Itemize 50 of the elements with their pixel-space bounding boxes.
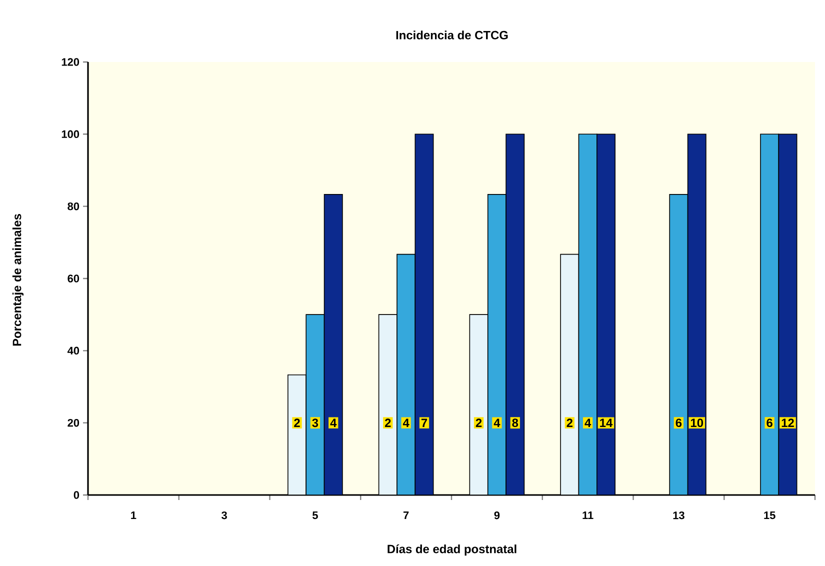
x-axis-title: Días de edad postnatal: [388, 544, 516, 556]
annotation: 2: [384, 418, 391, 428]
annotation: 8: [512, 418, 518, 428]
annotation: 6: [766, 418, 772, 428]
y-tick-label: 120: [62, 58, 80, 66]
bar: [760, 134, 780, 495]
annotation: 12: [782, 418, 794, 428]
bar: [288, 374, 306, 495]
y-tick-label: 20: [68, 418, 80, 427]
x-tick-label: 5: [312, 511, 318, 520]
x-tick-label: 1: [131, 511, 136, 520]
bar: [596, 134, 616, 495]
bar: [324, 194, 343, 495]
annotation: 6: [676, 418, 682, 428]
x-tick-label: 13: [673, 511, 684, 520]
bar: [578, 134, 598, 495]
bar: [669, 194, 688, 495]
annotation: 2: [476, 418, 482, 428]
y-tick-label: 100: [62, 130, 80, 138]
annotation: 4: [584, 418, 592, 427]
annotation: 4: [402, 418, 410, 427]
y-tick-label: 80: [68, 202, 80, 210]
bar: [378, 314, 398, 495]
x-tick-label: 7: [403, 511, 409, 520]
x-tick-label: 11: [582, 511, 594, 520]
y-tick-label: 60: [68, 274, 80, 282]
bar: [560, 254, 580, 495]
annotation: 2: [566, 418, 572, 428]
annotation: 4: [330, 418, 337, 427]
bar: [778, 134, 798, 495]
bar: [306, 314, 325, 495]
bar: [687, 134, 706, 495]
x-tick-label: 15: [764, 511, 776, 520]
y-tick-label: 0: [74, 491, 80, 499]
annotation: 7: [421, 418, 428, 427]
annotation: 2: [294, 418, 300, 428]
annotation: 3: [312, 418, 318, 428]
chart-title: Incidencia de CTCG: [396, 30, 508, 40]
bar: [396, 254, 416, 495]
bar: [506, 134, 525, 495]
bar: [414, 134, 434, 495]
annotation: 4: [494, 418, 500, 427]
x-tick-label: 9: [494, 511, 500, 520]
annotation: 10: [690, 418, 704, 428]
y-axis-title: Porcentaje de animales: [12, 214, 24, 346]
x-tick-label: 3: [222, 511, 227, 520]
annotation: 14: [600, 418, 613, 427]
y-tick-label: 40: [67, 346, 80, 355]
bar: [469, 314, 488, 495]
bar: [487, 194, 506, 495]
